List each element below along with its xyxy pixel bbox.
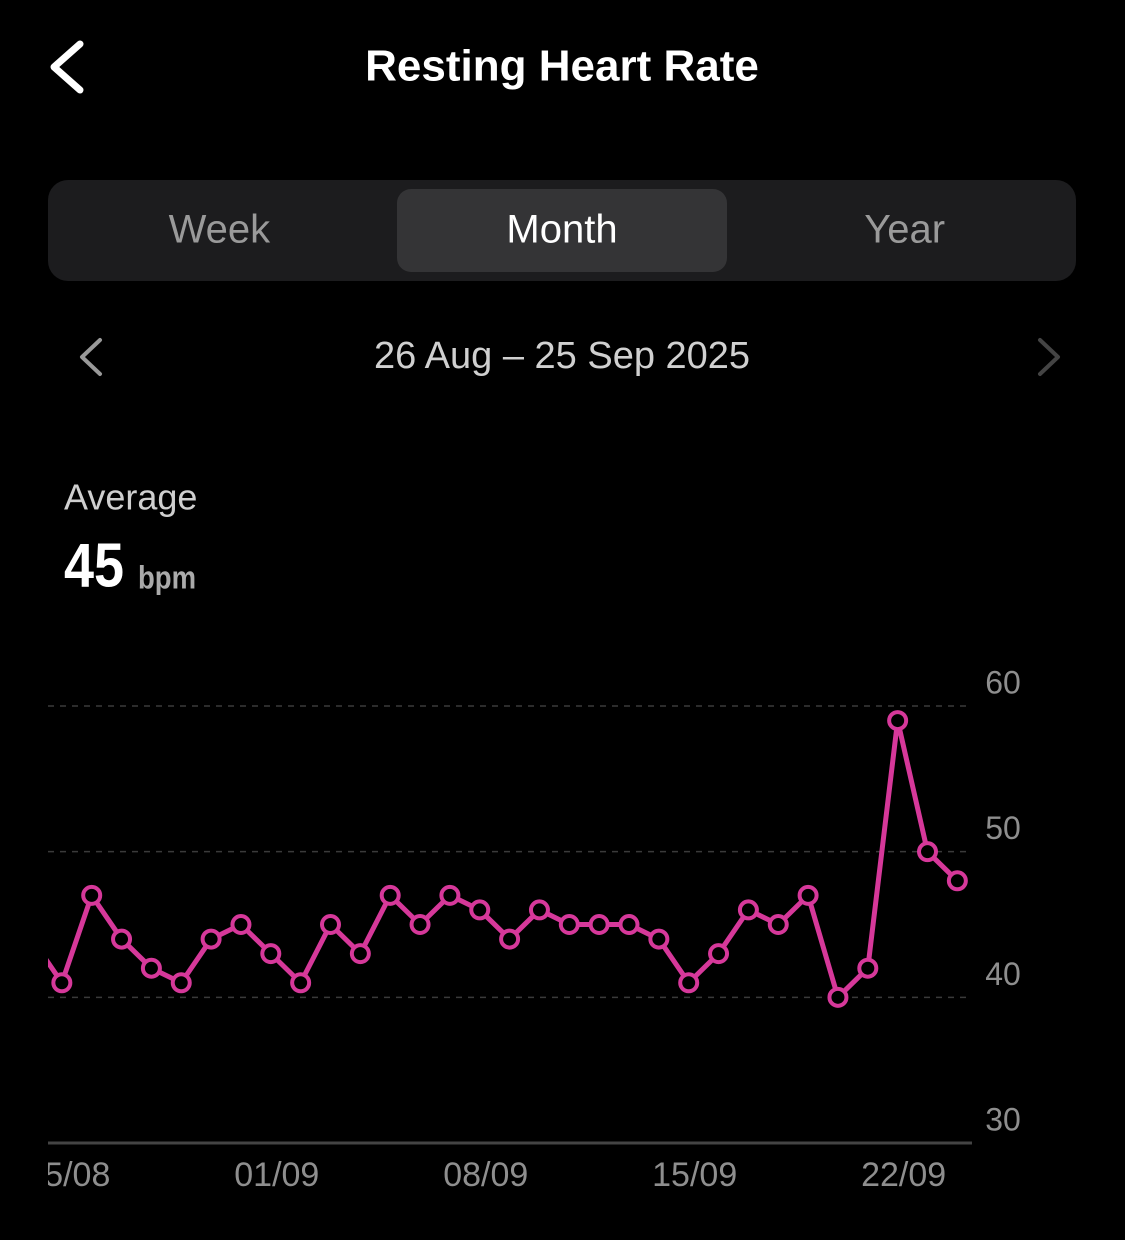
- y-tick-label: 60: [985, 664, 1021, 700]
- data-point: [349, 943, 371, 965]
- selected-segment: [397, 189, 727, 272]
- data-point: [797, 884, 819, 906]
- x-tick-label: 15/09: [652, 1156, 737, 1194]
- data-point: [917, 841, 938, 863]
- heart-rate-line: [48, 718, 960, 1000]
- data-point: [767, 914, 789, 935]
- tab-label[interactable]: Week: [169, 208, 272, 252]
- data-point: [111, 928, 133, 950]
- x-tick-label: 22/09: [861, 1156, 946, 1194]
- x-tick-label: 01/09: [234, 1156, 319, 1194]
- y-tick-label: 30: [985, 1101, 1021, 1137]
- data-point: [81, 884, 103, 906]
- date-range: 26 Aug – 25 Sep 2025: [374, 335, 750, 377]
- previous-period[interactable]: [80, 338, 102, 376]
- data-point: [528, 899, 550, 921]
- data-point: [320, 914, 341, 935]
- average-unit: bpm: [138, 559, 196, 595]
- y-tick-label: 50: [985, 810, 1021, 846]
- data-point: [51, 972, 73, 994]
- data-point: [290, 972, 312, 994]
- tab-label[interactable]: Month: [506, 208, 617, 252]
- data-point: [708, 943, 730, 965]
- data-point: [230, 914, 252, 935]
- back-button[interactable]: [50, 40, 84, 94]
- data-point: [140, 957, 162, 979]
- data-point: [857, 957, 879, 979]
- data-point: [827, 986, 849, 1008]
- data-point: [439, 884, 461, 906]
- data-point: [469, 899, 491, 921]
- average-label: Average: [64, 477, 197, 518]
- data-point: [558, 914, 580, 935]
- data-point: [260, 943, 282, 965]
- data-point: [678, 972, 700, 994]
- y-tick-label: 40: [985, 956, 1021, 992]
- x-tick-label: 25/08: [25, 1156, 110, 1194]
- data-point: [648, 928, 670, 950]
- data-point: [170, 972, 192, 994]
- tab-label[interactable]: Year: [864, 208, 945, 252]
- data-point: [946, 870, 968, 892]
- data-point: [737, 899, 759, 921]
- data-point: [499, 928, 521, 950]
- data-point: [200, 928, 222, 950]
- data-point: [887, 710, 909, 732]
- data-point: [24, 931, 41, 948]
- x-tick-label: 08/09: [443, 1156, 528, 1194]
- screen-title: Resting Heart Rate: [365, 42, 759, 91]
- next-period[interactable]: [1038, 338, 1060, 376]
- data-point: [379, 884, 401, 906]
- data-point: [409, 914, 431, 935]
- plot-area: 25/08 01/09 08/09 15/09 22/09: [24, 710, 968, 1194]
- data-point: [588, 914, 610, 935]
- average-value: 45: [64, 531, 124, 600]
- data-point: [618, 914, 640, 935]
